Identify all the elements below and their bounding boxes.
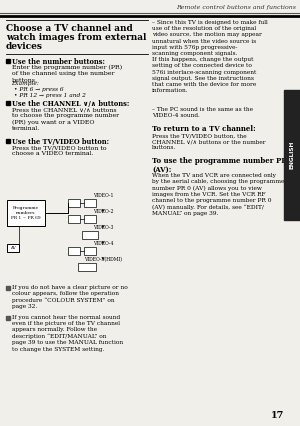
Text: – Since this TV is designed to make full
use of the resolution of the original
v: – Since this TV is designed to make full… <box>152 20 268 93</box>
Text: AV: AV <box>10 246 16 250</box>
Text: Press the TV/VIDEO button to
choose a VIDEO terminal.: Press the TV/VIDEO button to choose a VI… <box>11 145 106 156</box>
Text: Remote control buttons and functions: Remote control buttons and functions <box>176 5 296 10</box>
Bar <box>82 231 98 239</box>
Text: VIDEO-3: VIDEO-3 <box>93 225 113 230</box>
Text: devices: devices <box>6 42 43 51</box>
Bar <box>7 244 19 252</box>
Text: VIDEO-2: VIDEO-2 <box>93 209 113 214</box>
Text: 17: 17 <box>271 411 284 420</box>
Text: Press the CHANNEL ∨/∧ buttons
to choose the programme number
(PR) you want or a : Press the CHANNEL ∨/∧ buttons to choose … <box>11 107 119 131</box>
Bar <box>6 286 10 290</box>
Text: ENGLISH: ENGLISH <box>290 141 295 169</box>
Text: If you cannot hear the normal sound
even if the picture of the TV channel
appear: If you cannot hear the normal sound even… <box>11 315 123 351</box>
Bar <box>78 263 96 271</box>
Bar <box>7 200 45 226</box>
Bar <box>68 247 80 255</box>
Text: – The PC sound is the same as the
VIDEO-4 sound.: – The PC sound is the same as the VIDEO-… <box>152 107 253 118</box>
Bar <box>6 101 10 104</box>
Bar <box>6 316 10 320</box>
Text: Use the CHANNEL ∨/∧ buttons:: Use the CHANNEL ∨/∧ buttons: <box>11 100 129 108</box>
Text: Enter the programme number (PR)
of the channel using the number
buttons.: Enter the programme number (PR) of the c… <box>11 65 122 83</box>
Text: Use the number buttons:: Use the number buttons: <box>11 58 104 66</box>
Text: Example:: Example: <box>11 81 39 86</box>
Bar <box>84 247 96 255</box>
Text: Programme
numbers
PR 1 ~ PR 69: Programme numbers PR 1 ~ PR 69 <box>11 207 41 219</box>
Bar <box>6 59 10 63</box>
Text: When the TV and VCR are connected only
by the aerial cable, choosing the program: When the TV and VCR are connected only b… <box>152 173 284 216</box>
Text: Use the TV/VIDEO button:: Use the TV/VIDEO button: <box>11 138 109 146</box>
Bar <box>68 199 80 207</box>
Text: • PR 6 → press 6
• PR 12 → press 1 and 2: • PR 6 → press 6 • PR 12 → press 1 and 2 <box>14 87 86 98</box>
Text: Press the TV/VIDEO button, the
CHANNEL ∨/∧ buttons or the number
buttons.: Press the TV/VIDEO button, the CHANNEL ∨… <box>152 133 266 150</box>
Text: watch images from external: watch images from external <box>6 33 146 42</box>
Text: If you do not have a clear picture or no
colour appears, follow the operation
pr: If you do not have a clear picture or no… <box>11 285 127 309</box>
Text: VIDEO-4: VIDEO-4 <box>93 241 113 246</box>
Bar <box>68 215 80 223</box>
Bar <box>84 215 96 223</box>
Text: To return to a TV channel:: To return to a TV channel: <box>152 125 256 133</box>
Bar <box>284 90 300 220</box>
Text: To use the programme number PR 0
(AV):: To use the programme number PR 0 (AV): <box>152 157 295 174</box>
Text: VIDEO-5(HDMI): VIDEO-5(HDMI) <box>84 257 122 262</box>
Bar <box>6 139 10 143</box>
Bar <box>84 199 96 207</box>
Text: VIDEO-1: VIDEO-1 <box>93 193 113 198</box>
Text: Choose a TV channel and: Choose a TV channel and <box>6 24 133 33</box>
